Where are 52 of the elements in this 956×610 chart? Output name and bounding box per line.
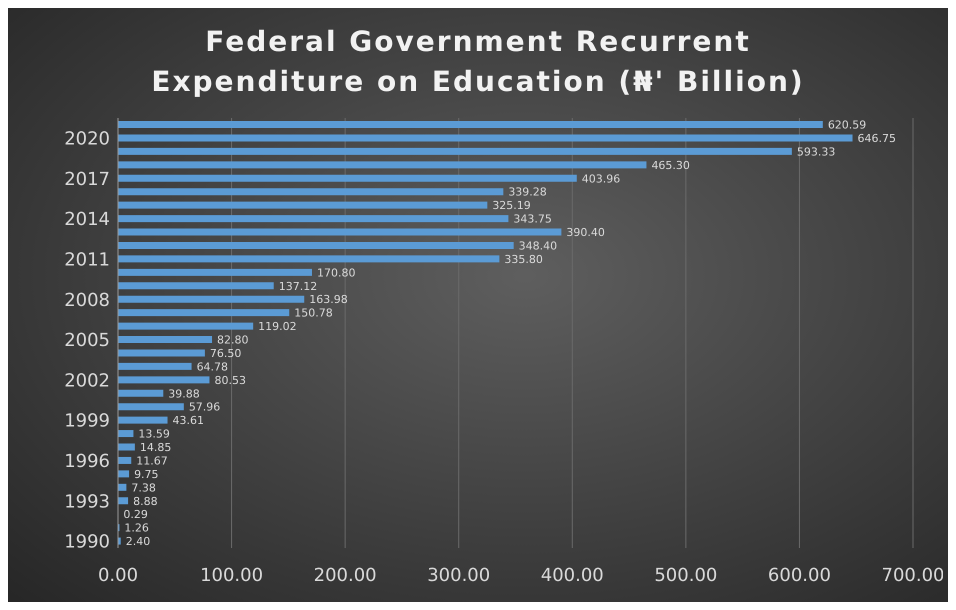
data-label: 13.59 bbox=[138, 428, 170, 441]
y-tick-label: 2005 bbox=[64, 330, 110, 352]
data-label: 82.80 bbox=[217, 334, 249, 346]
data-label: 8.88 bbox=[133, 494, 158, 508]
y-tick-label: 2014 bbox=[64, 209, 110, 230]
data-label: 325.19 bbox=[492, 199, 531, 212]
data-label: 163.98 bbox=[309, 293, 348, 306]
x-tick-label: 0.00 bbox=[98, 564, 138, 586]
y-tick-label: 1990 bbox=[64, 532, 110, 553]
data-label: 339.28 bbox=[508, 186, 547, 199]
data-label: 646.75 bbox=[858, 132, 896, 145]
data-label: 137.12 bbox=[278, 280, 318, 293]
data-label: 348.40 bbox=[518, 239, 558, 252]
data-label: 14.85 bbox=[140, 441, 172, 454]
x-tick-label: 200.00 bbox=[314, 564, 377, 586]
data-label: 80.53 bbox=[214, 374, 246, 387]
data-label: 57.96 bbox=[188, 400, 220, 414]
data-label: 39.88 bbox=[168, 387, 200, 400]
y-tick-label: 2020 bbox=[64, 128, 110, 150]
data-label: 620.59 bbox=[828, 118, 866, 132]
y-tick-label: 2017 bbox=[64, 168, 110, 190]
x-tick-label: 600.00 bbox=[768, 564, 831, 586]
y-tick-label: 1999 bbox=[64, 410, 110, 432]
data-label: 170.80 bbox=[316, 266, 356, 280]
chart-title: Federal Government Recurrent Expenditure on Education (₦' Billion) bbox=[150, 24, 806, 100]
data-label: 11.67 bbox=[136, 454, 168, 468]
data-label: 0.29 bbox=[123, 508, 148, 522]
data-label: 150.78 bbox=[294, 306, 333, 320]
y-tick-label: 1996 bbox=[64, 451, 110, 472]
data-label: 1.26 bbox=[124, 522, 149, 535]
data-label: 43.61 bbox=[172, 414, 204, 428]
data-label: 76.50 bbox=[210, 346, 242, 360]
data-label: 9.75 bbox=[134, 468, 159, 481]
data-label: 64.78 bbox=[196, 360, 228, 374]
data-label: 7.38 bbox=[131, 481, 156, 494]
x-tick-label: 100.00 bbox=[200, 564, 264, 586]
y-tick-label: 2002 bbox=[64, 370, 110, 392]
data-label: 119.02 bbox=[258, 320, 297, 334]
data-label: 593.33 bbox=[796, 145, 836, 158]
x-tick-label: 500.00 bbox=[654, 564, 718, 586]
data-label: 343.75 bbox=[513, 212, 552, 226]
data-label: 390.40 bbox=[566, 226, 605, 239]
data-label: 335.80 bbox=[504, 252, 543, 266]
y-tick-label: 1993 bbox=[64, 491, 110, 512]
y-tick-label: 2008 bbox=[64, 290, 110, 311]
y-tick-label: 2011 bbox=[64, 249, 110, 270]
data-label: 403.96 bbox=[582, 172, 620, 186]
data-label: 2.40 bbox=[126, 535, 150, 548]
data-label: 465.30 bbox=[651, 158, 690, 172]
x-tick-label: 300.00 bbox=[427, 564, 490, 586]
x-tick-label: 700.00 bbox=[882, 564, 944, 586]
x-tick-label: 400.00 bbox=[540, 564, 604, 586]
